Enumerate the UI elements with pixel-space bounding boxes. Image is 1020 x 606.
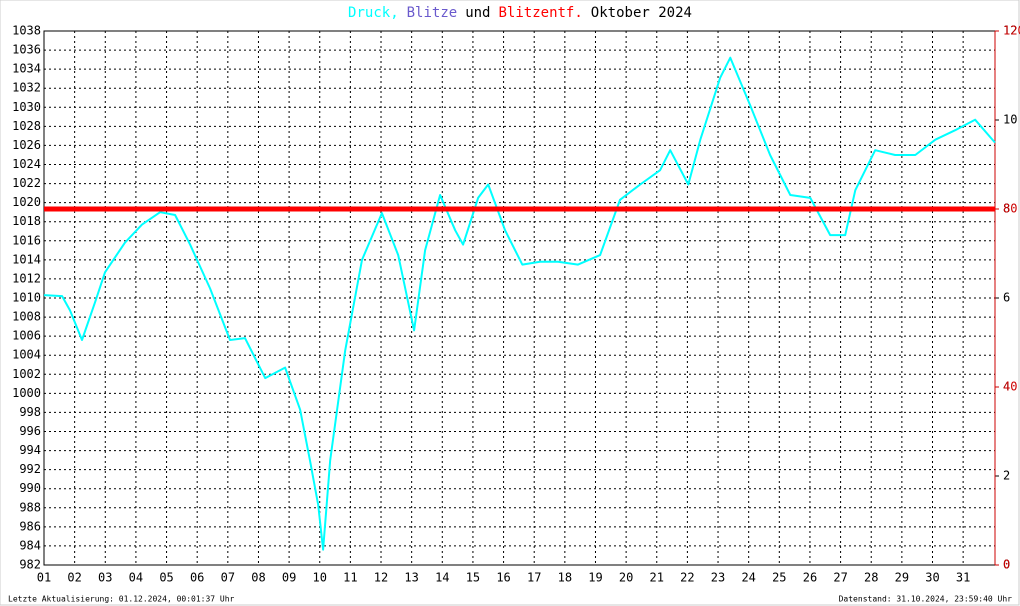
y-tick-label: 1026 [12,138,41,152]
y-tick-label: 1002 [12,367,41,381]
x-tick-label: 03 [98,571,112,585]
x-tick-label: 10 [313,571,327,585]
y-tick-label: 996 [19,424,41,438]
y-tick-label: 984 [19,538,41,552]
y-tick-label: 1032 [12,81,41,95]
y-tick-label: 1024 [12,157,41,171]
y-tick-label: 998 [19,405,41,419]
x-tick-label: 02 [67,571,81,585]
x-tick-label: 22 [680,571,694,585]
y2-tick-label: 4 [1003,380,1010,394]
x-tick-label: 31 [956,571,970,585]
y-tick-label: 1010 [12,291,41,305]
y2-tick-label: 12 [1003,24,1017,38]
y-tick-label: 990 [19,481,41,495]
y-tick-label: 1018 [12,214,41,228]
x-tick-label: 25 [772,571,786,585]
y-tick-label: 1034 [12,62,41,76]
title-part: Blitzentf. [499,5,583,21]
y-tick-label: 1004 [12,348,41,362]
x-tick-label: 06 [190,571,204,585]
title-part: Oktober 2024 [591,5,692,21]
y3-tick-label: 0 [1003,558,1010,572]
x-tick-label: 26 [803,571,817,585]
x-tick-label: 05 [159,571,173,585]
y-tick-label: 1014 [12,252,41,266]
series-line [43,56,996,551]
x-tick-label: 21 [650,571,664,585]
y2-tick-label: 6 [1003,291,1010,305]
y2-tick-label: 0 [1003,558,1010,572]
y-tick-label: 988 [19,500,41,514]
x-tick-label: 28 [864,571,878,585]
x-tick-label: 20 [619,571,633,585]
y-tick-label: 1030 [12,100,41,114]
x-tick-label: 29 [895,571,909,585]
x-tick-label: 19 [588,571,602,585]
y-tick-label: 982 [19,558,41,572]
x-tick-label: 24 [741,571,755,585]
x-tick-label: 08 [251,571,265,585]
y-tick-label: 1036 [12,43,41,57]
x-tick-label: 17 [527,571,541,585]
title-part: und [465,5,490,21]
x-tick-label: 07 [221,571,235,585]
chart-title: Druck, Blitze und Blitzentf. Oktober 2024 [348,5,692,21]
y-tick-label: 1000 [12,386,41,400]
y-tick-label: 1016 [12,233,41,247]
x-tick-label: 15 [466,571,480,585]
y3-tick-label: 80 [1003,202,1017,216]
title-part: Blitze [407,5,458,21]
x-tick-label: 30 [925,571,939,585]
y-tick-label: 1038 [12,24,41,38]
y3-tick-label: 120 [1003,24,1020,38]
x-tick-label: 11 [343,571,357,585]
y-tick-label: 1008 [12,310,41,324]
x-tick-label: 27 [833,571,847,585]
y-tick-label: 1028 [12,119,41,133]
x-tick-label: 09 [282,571,296,585]
x-tick-label: 16 [496,571,510,585]
y-tick-label: 1006 [12,329,41,343]
y2-tick-label: 2 [1003,469,1010,483]
x-tick-label: 13 [404,571,418,585]
y-tick-label: 992 [19,462,41,476]
x-tick-label: 14 [435,571,449,585]
y-tick-label: 1020 [12,195,41,209]
y2-tick-label: 8 [1003,202,1010,216]
title-part: Druck, [348,5,399,21]
y3-tick-label: 40 [1003,380,1017,394]
y-tick-label: 994 [19,443,41,457]
x-tick-label: 01 [37,571,51,585]
x-tick-label: 12 [374,571,388,585]
x-tick-label: 04 [129,571,143,585]
y-tick-label: 1022 [12,176,41,190]
y2-tick-label: 10 [1003,113,1017,127]
y-tick-label: 986 [19,519,41,533]
footer-left: Letzte Aktualisierung: 01.12.2024, 00:01… [8,595,235,604]
x-tick-label: 23 [711,571,725,585]
y-tick-label: 1012 [12,271,41,285]
x-tick-label: 18 [558,571,572,585]
footer-right: Datenstand: 31.10.2024, 23:59:40 Uhr [839,595,1013,604]
